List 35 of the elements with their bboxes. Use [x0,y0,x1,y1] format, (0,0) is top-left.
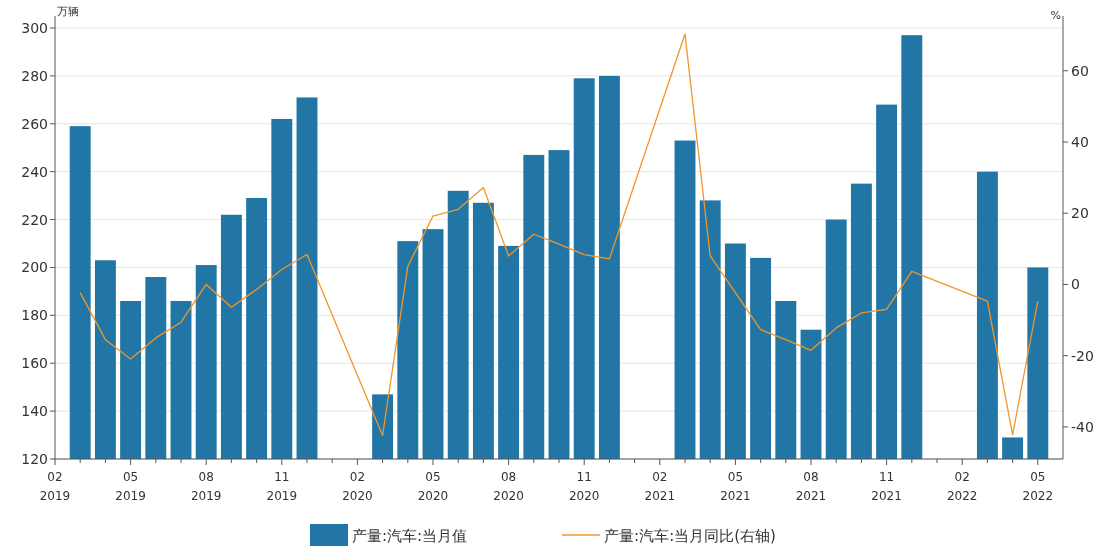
x-tick-label: 05 2021 [720,470,751,503]
y2-tick-label: 0 [1071,276,1080,293]
y2-tick-label: -40 [1071,418,1094,435]
y2-tick-label: 60 [1071,62,1089,79]
legend-label: 产量:汽车:当月值 [352,527,468,545]
x-tick-label: 02 2020 [342,470,373,503]
y2-axis-title: % [1050,9,1061,22]
y-tick-label: 220 [21,211,48,228]
x-tick-label: 02 2022 [946,470,978,503]
x-tick-label: 05 2022 [1022,470,1054,503]
y-tick-label: 280 [21,67,48,84]
x-tick-label: 02 2019 [39,470,71,503]
x-tick-label: 08 2021 [795,470,827,503]
y2-tick-label: -20 [1071,347,1094,364]
y-tick-label: 240 [21,163,48,180]
y-tick-label: 200 [21,259,48,276]
y-axis-title: 万辆 [57,5,79,18]
y2-tick-label: 20 [1071,205,1089,222]
y2-tick-label: 40 [1071,133,1089,150]
x-tick-label: 05 2019 [115,470,146,503]
x-tick-label: 11 2020 [568,470,600,503]
x-tick-label: 08 2019 [190,470,222,503]
x-tick-label: 05 2020 [417,470,449,503]
x-tick-label: 11 2021 [871,470,902,503]
y-tick-label: 140 [21,403,48,420]
y-tick-label: 160 [21,355,48,372]
line-series [79,33,1039,437]
y-tick-label: 300 [21,20,48,36]
x-tick-label: 02 2021 [644,470,676,503]
x-tick-label: 08 2020 [493,470,524,503]
x-tick-label: 11 2019 [266,470,298,503]
y-tick-label: 180 [21,307,48,324]
legend-label: 产量:汽车:当月同比(右轴) [604,527,776,545]
y-tick-label: 120 [21,451,48,467]
y-tick-label: 260 [21,115,48,132]
